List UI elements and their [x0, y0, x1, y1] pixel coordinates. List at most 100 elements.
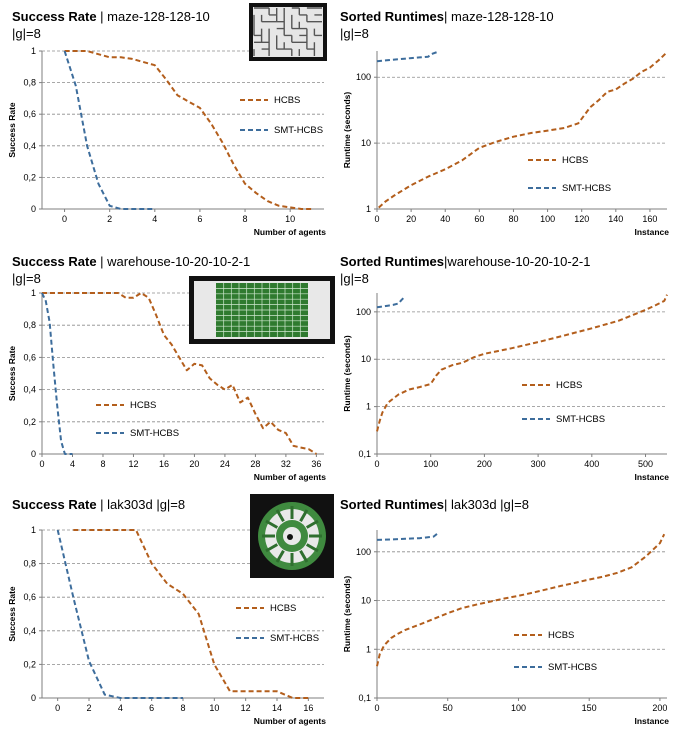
warehouse-map-icon	[189, 276, 335, 344]
y-tick-label: 0,6	[23, 109, 36, 119]
chart-title-dataset: | lak303d |g|=8	[97, 497, 186, 512]
y-tick-label: 0,2	[23, 172, 36, 182]
y-tick-label: 0,4	[23, 141, 36, 151]
x-tick-label: 10	[285, 214, 295, 224]
series-line-hcbs	[376, 533, 666, 667]
x-tick-label: 8	[100, 459, 105, 469]
x-tick-label: 50	[443, 703, 453, 713]
x-tick-label: 36	[311, 459, 321, 469]
x-tick-label: 500	[638, 459, 653, 469]
x-tick-label: 20	[189, 459, 199, 469]
series-line-hcbs	[378, 51, 668, 209]
series-line-hcbs	[376, 294, 668, 432]
y-tick-label: 1	[31, 288, 36, 298]
chart-title-goals: |g|=8	[340, 26, 369, 41]
chart-title: Success Rate | lak303d |g|=8	[12, 497, 185, 512]
y-tick-label: 0,6	[23, 352, 36, 362]
series-line-hcbs	[64, 50, 313, 210]
x-axis-label: Instance	[635, 472, 670, 482]
y-axis-label: Runtime (seconds)	[342, 335, 352, 412]
series-line-smt-hcbs	[56, 529, 183, 699]
chart-title-dataset: | maze-128-128-10	[97, 9, 210, 24]
x-tick-label: 20	[406, 214, 416, 224]
y-tick-label: 0,4	[23, 626, 36, 636]
warehouse-aisles	[216, 283, 308, 337]
x-tick-label: 150	[582, 703, 597, 713]
y-tick-label: 10	[361, 354, 371, 364]
y-axis-label: Success Rate	[7, 346, 17, 402]
chart-title-dataset: | warehouse-10-20-10-2-1	[97, 254, 251, 269]
y-tick-label: 0	[31, 204, 36, 214]
legend-label-smt-hcbs: SMT-HCBS	[548, 662, 597, 673]
x-tick-label: 2	[86, 703, 91, 713]
x-tick-label: 60	[474, 214, 484, 224]
y-tick-label: 0,8	[23, 559, 36, 569]
chart-panel-4: Sorted Runtimes|warehouse-10-20-10-2-1 |g…	[340, 254, 669, 482]
x-tick-label: 200	[477, 459, 492, 469]
x-tick-label: 80	[508, 214, 518, 224]
legend-label-hcbs: HCBS	[556, 380, 582, 391]
chart-panel-1: Success Rate | maze-128-128-10 |g|=8 0 0,2 0…	[7, 3, 327, 237]
chart-title-dataset: | maze-128-128-10	[444, 9, 554, 24]
x-tick-label: 100	[423, 459, 438, 469]
y-tick-label: 0,6	[23, 592, 36, 602]
x-tick-label: 12	[241, 703, 251, 713]
y-tick-label: 0,2	[23, 417, 36, 427]
chart-title-goals: |g|=8	[12, 26, 41, 41]
chart-title-bold: Sorted Runtimes	[340, 254, 444, 269]
x-tick-label: 16	[159, 459, 169, 469]
chart-title-bold: Success Rate	[12, 9, 97, 24]
x-tick-label: 140	[608, 214, 623, 224]
x-tick-label: 300	[531, 459, 546, 469]
chart-title-goals: |g|=8	[12, 271, 41, 286]
y-tick-label: 10	[361, 596, 371, 606]
y-tick-label: 10	[361, 138, 371, 148]
y-tick-label: 0,1	[358, 693, 371, 703]
series-line-smt-hcbs	[63, 50, 155, 210]
y-tick-label: 1	[366, 204, 371, 214]
x-tick-label: 6	[197, 214, 202, 224]
y-axis-label: Success Rate	[7, 586, 17, 642]
y-axis-label: Runtime (seconds)	[342, 576, 352, 653]
chart-title-dataset: | lak303d |g|=8	[444, 497, 529, 512]
x-tick-label: 100	[540, 214, 555, 224]
x-tick-label: 8	[180, 703, 185, 713]
lake-hole	[287, 534, 293, 540]
legend-label-hcbs: HCBS	[270, 603, 296, 614]
x-tick-label: 4	[152, 214, 157, 224]
y-tick-label: 0	[31, 449, 36, 459]
series-line-hcbs	[73, 529, 309, 699]
x-tick-label: 100	[511, 703, 526, 713]
y-tick-label: 1	[366, 644, 371, 654]
x-tick-label: 4	[118, 703, 123, 713]
chart-panel-6: Sorted Runtimes| lak303d |g|=8 0,1 1 10 100 0…	[340, 497, 669, 726]
lake-passages	[262, 506, 322, 566]
y-tick-label: 0,4	[23, 385, 36, 395]
legend-label-smt-hcbs: SMT-HCBS	[562, 183, 611, 194]
y-tick-label: 100	[356, 547, 371, 557]
chart-title-dataset: |warehouse-10-20-10-2-1	[444, 254, 590, 269]
x-tick-label: 8	[243, 214, 248, 224]
chart-title: Success Rate | warehouse-10-20-10-2-1	[12, 254, 250, 269]
x-axis-label: Number of agents	[254, 227, 327, 237]
x-axis-label: Number of agents	[254, 716, 327, 726]
x-tick-label: 14	[272, 703, 282, 713]
y-tick-label: 0,8	[23, 78, 36, 88]
chart-title-bold: Sorted Runtimes	[340, 497, 444, 512]
x-tick-label: 0	[62, 214, 67, 224]
chart-title: Success Rate | maze-128-128-10	[12, 9, 210, 24]
legend-label-hcbs: HCBS	[130, 400, 156, 411]
maze-map-icon	[249, 3, 327, 61]
legend-label-hcbs: HCBS	[548, 630, 574, 641]
series-line-smt-hcbs	[376, 532, 439, 541]
x-tick-label: 200	[652, 703, 667, 713]
chart-title-bold: Success Rate	[12, 497, 97, 512]
chart-title: Sorted Runtimes|warehouse-10-20-10-2-1	[340, 254, 590, 269]
y-tick-label: 100	[356, 307, 371, 317]
y-axis-label: Runtime (seconds)	[342, 92, 352, 169]
series-line-smt-hcbs	[376, 51, 438, 63]
lak303d-map-icon	[250, 494, 334, 578]
x-tick-label: 32	[281, 459, 291, 469]
x-axis-label: Instance	[635, 227, 670, 237]
